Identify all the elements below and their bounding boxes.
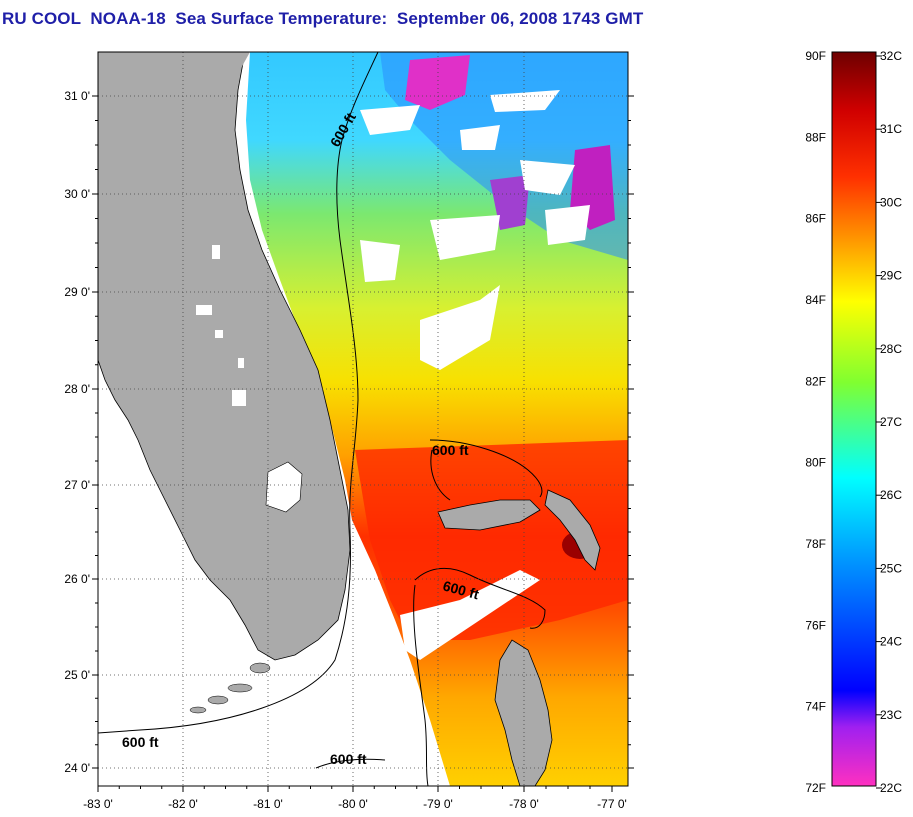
map-title: RU COOL NOAA-18 Sea Surface Temperature:… [2,9,644,28]
lon-tick-label: -79 0' [423,797,453,811]
lat-tick-label: 26 0' [64,572,90,586]
lon-tick-label: -77 0' [597,797,627,811]
grand-bahama [437,499,541,531]
colorbar-c-label: 31C [880,122,902,136]
georgia-land [98,52,250,70]
map-frame [97,51,629,787]
lat-tick-label: 25 0' [64,668,90,682]
lon-tick-label: -81 0' [253,797,283,811]
lat-tick-label: 27 0' [64,478,90,492]
longitude-axis: -83 0' -82 0' -81 0' -80 0' -79 0' -78 0' -77 … [83,786,627,811]
isobath-label: 600 ft [122,734,159,750]
colorbar-celsius-labels: 32C 31C 30C 29C 28C 27C 26C 25C 24C 23C 22C [876,49,902,795]
lat-tick-label: 29 0' [64,285,90,299]
lat-tick-label: 28 0' [64,382,90,396]
colorbar-c-label: 32C [880,49,902,63]
latitude-axis: 31 0' 30 0' 29 0' 28 0' 27 0' 26 0' 25 0' 24 0' [64,89,634,775]
colorbar-f-label: 90F [805,49,826,63]
lake-okeechobee [265,461,303,513]
lon-tick-label: -78 0' [509,797,539,811]
colorbar-c-label: 26C [880,488,902,502]
colorbar-f-label: 76F [805,618,826,632]
inland-lakes [196,245,246,406]
colorbar-f-label: 86F [805,212,826,226]
lon-tick-label: -83 0' [83,797,113,811]
colorbar-f-label: 82F [805,374,826,388]
map-grid [98,52,628,786]
colorbar-c-label: 22C [880,781,902,795]
colorbar-fahrenheit-labels: 90F 88F 86F 84F 82F 80F 78F 76F 74F 72F [805,49,826,795]
lat-tick-label: 24 0' [64,761,90,775]
isobath-contours [98,52,546,786]
colorbar-c-label: 23C [880,708,902,722]
colorbar-f-label: 84F [805,293,826,307]
isobath-label: 600 ft [330,751,367,767]
colorbar-c-label: 29C [880,269,902,283]
colorbar-f-label: 88F [805,130,826,144]
cold-patch-north [405,55,470,110]
colorbar-f-label: 72F [805,781,826,795]
lon-tick-label: -80 0' [338,797,368,811]
abaco-island [544,489,601,571]
lat-tick-label: 31 0' [64,89,90,103]
colorbar-f-label: 78F [805,537,826,551]
colorbar-c-label: 28C [880,342,902,356]
colorbar-c-label: 27C [880,415,902,429]
florida-keys [189,662,271,714]
colorbar-f-label: 74F [805,700,826,714]
lat-tick-label: 30 0' [64,187,90,201]
colorbar-c-label: 24C [880,635,902,649]
colorbar-c-label: 25C [880,561,902,575]
lon-tick-label: -82 0' [168,797,198,811]
cloud-mask [360,90,590,660]
colorbar-f-label: 80F [805,456,826,470]
warm-band [355,440,628,640]
andros-island [494,639,553,786]
colorbar [831,51,877,787]
cold-patch-mid [490,175,530,230]
colorbar-c-label: 30C [880,195,902,209]
isobath-label: 600 ft [432,442,469,458]
